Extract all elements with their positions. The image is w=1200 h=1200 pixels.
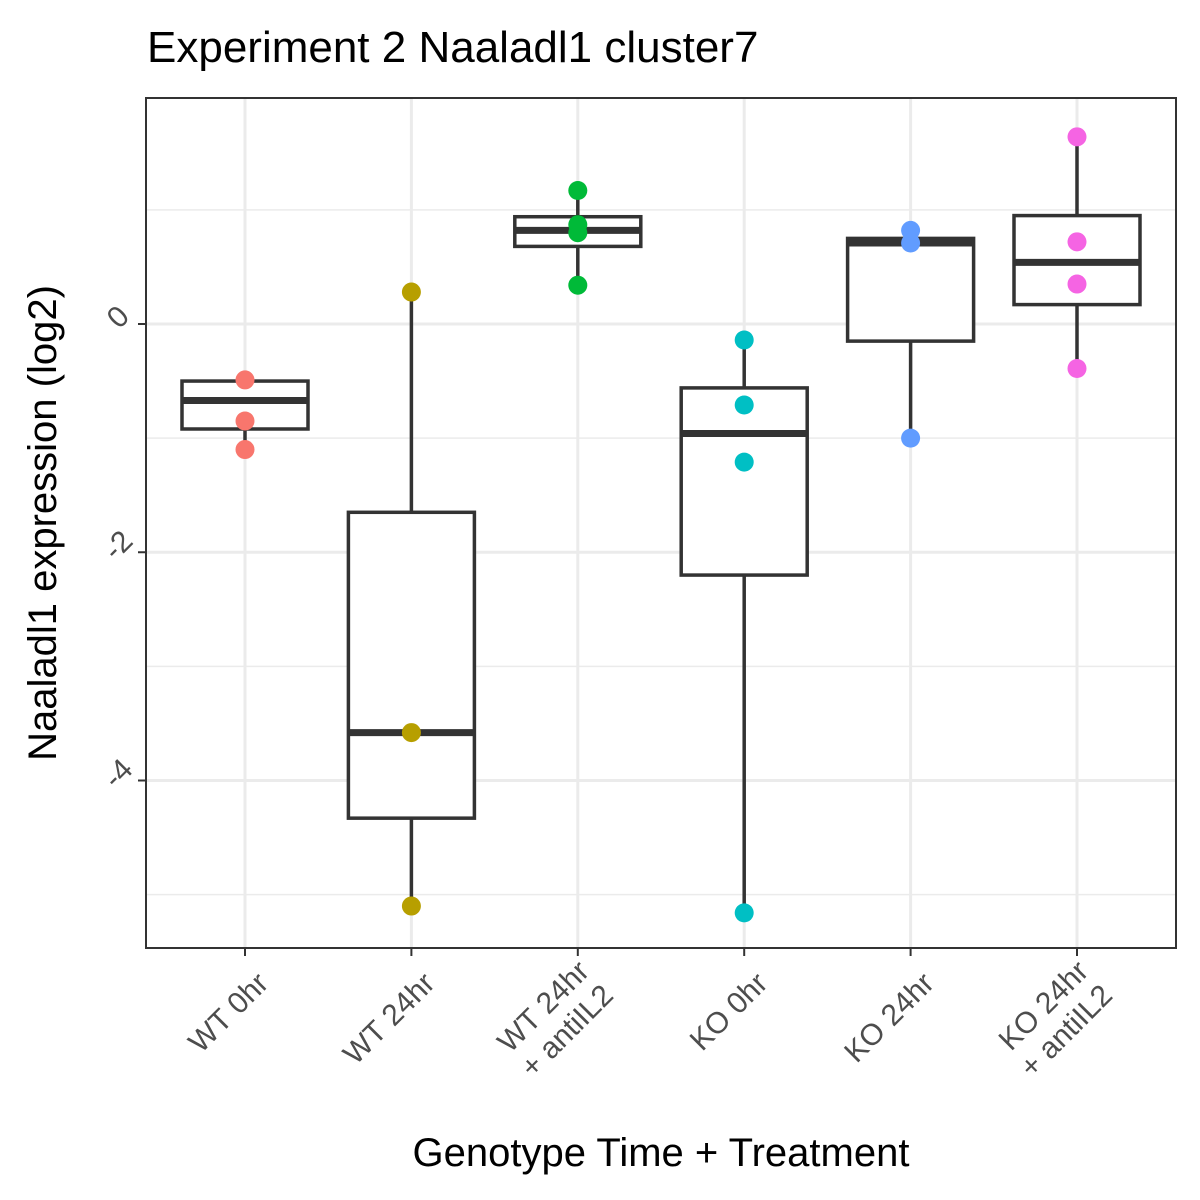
data-point — [235, 440, 255, 460]
data-point — [401, 896, 421, 916]
data-point — [734, 903, 754, 923]
plot-panel-border — [145, 97, 1177, 949]
data-point — [734, 330, 754, 350]
point-layer — [235, 127, 1087, 923]
box-body — [679, 386, 809, 577]
data-point — [901, 233, 921, 253]
data-point — [734, 452, 754, 472]
data-point — [568, 223, 588, 243]
box-2 — [346, 292, 477, 907]
data-point — [401, 282, 421, 302]
y-axis-title: Naaladl1 expression (log2) — [21, 285, 65, 761]
data-point — [235, 370, 255, 390]
data-point — [901, 428, 921, 448]
x-axis-title: Genotype Time + Treatment — [413, 1131, 910, 1175]
box-layer — [180, 136, 1142, 913]
data-point — [734, 395, 754, 415]
data-point — [568, 275, 588, 295]
data-point — [1067, 274, 1087, 294]
data-point — [1067, 359, 1087, 379]
data-point — [401, 723, 421, 743]
box-4 — [679, 339, 809, 913]
data-point — [235, 411, 255, 431]
box-body — [845, 236, 976, 343]
chart-title: Experiment 2 Naaladl1 cluster7 — [147, 23, 758, 72]
box-5 — [845, 230, 976, 439]
data-point — [1067, 232, 1087, 252]
box-body — [346, 510, 477, 820]
data-point — [1067, 127, 1087, 147]
data-point — [568, 180, 588, 200]
